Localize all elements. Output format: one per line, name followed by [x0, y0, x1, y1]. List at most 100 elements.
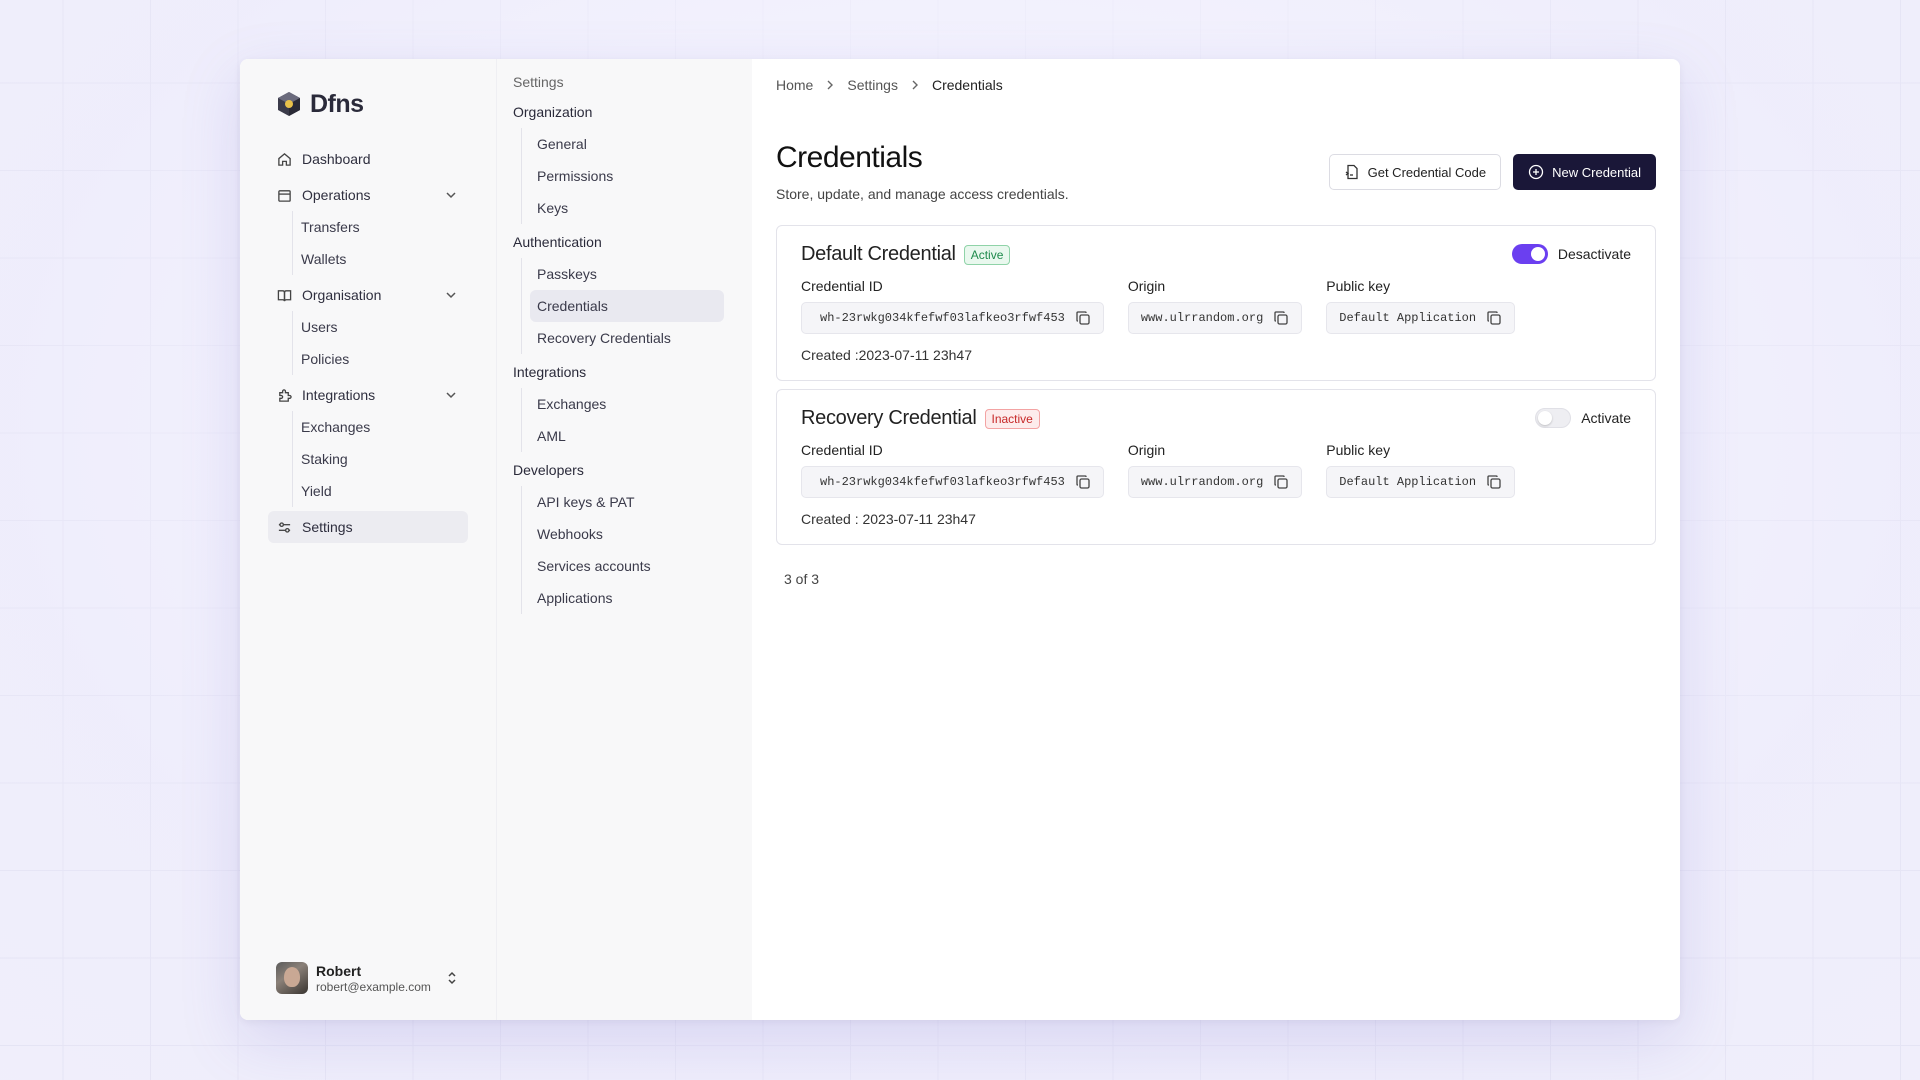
- sidebar-item-transfers[interactable]: Transfers: [292, 211, 468, 243]
- settings-item-passkeys[interactable]: Passkeys: [537, 266, 597, 282]
- sidebar-item-exchanges[interactable]: Exchanges: [292, 411, 468, 443]
- credential-card: Recovery Credential Inactive Activate Cr…: [776, 389, 1656, 545]
- copy-icon[interactable]: [1075, 310, 1091, 326]
- settings-item-keys[interactable]: Keys: [537, 200, 569, 216]
- field-value: Default Application: [1339, 475, 1477, 489]
- sidebar-item-settings[interactable]: Settings: [268, 511, 468, 543]
- sidebar-item-yield[interactable]: Yield: [292, 475, 468, 507]
- avatar: [276, 962, 308, 994]
- settings-section-authentication: Authentication: [513, 234, 602, 250]
- settings-item-applications[interactable]: Applications: [537, 590, 613, 606]
- breadcrumb-settings[interactable]: Settings: [847, 77, 898, 93]
- sidebar-item-users[interactable]: Users: [292, 311, 468, 343]
- copy-icon[interactable]: [1273, 310, 1289, 326]
- credential-id-field: Credential ID wh-23rwkg034kfefwf03lafkeo…: [801, 278, 1104, 334]
- user-menu[interactable]: Robert robert@example.com: [276, 962, 468, 994]
- credential-card: Default Credential Active Desactivate Cr…: [776, 225, 1656, 381]
- get-credential-code-button[interactable]: Get Credential Code: [1328, 154, 1502, 190]
- copy-icon[interactable]: [1075, 474, 1091, 490]
- field-label: Origin: [1127, 278, 1166, 294]
- app-window: Dfns Dashboard Operations Transfers Wall…: [240, 59, 1680, 1020]
- toggle-label: Desactivate: [1557, 246, 1631, 262]
- file-code-icon: [1344, 164, 1360, 180]
- chevron-down-icon[interactable]: [444, 288, 458, 302]
- field-label: Public key: [1326, 442, 1391, 458]
- field-label: Credential ID: [801, 278, 883, 294]
- sidebar-item-operations[interactable]: Operations: [268, 179, 468, 211]
- sidebar-item-staking[interactable]: Staking: [292, 443, 468, 475]
- settings-item-webhooks[interactable]: Webhooks: [537, 526, 603, 542]
- settings-nav-title: Settings: [513, 74, 564, 90]
- page-title: Credentials: [776, 141, 923, 174]
- field-label: Origin: [1127, 442, 1166, 458]
- sidebar-item-policies[interactable]: Policies: [292, 343, 468, 375]
- settings-item-credentials[interactable]: Credentials: [530, 290, 724, 322]
- sidebar-item-dashboard[interactable]: Dashboard: [268, 143, 468, 175]
- home-icon: [276, 151, 292, 167]
- credential-name: Default Credential: [801, 243, 956, 265]
- sidebar-item-label: Dashboard: [302, 151, 371, 167]
- settings-section-items: Passkeys Credentials Recovery Credential…: [521, 258, 724, 354]
- origin-value: www.ulrrandom.org: [1127, 302, 1303, 334]
- settings-item-recovery-credentials[interactable]: Recovery Credentials: [537, 330, 671, 346]
- operations-subnav: Transfers Wallets: [268, 211, 468, 275]
- calendar-icon: [276, 187, 292, 203]
- credential-fields: Credential ID wh-23rwkg034kfefwf03lafkeo…: [801, 278, 1516, 334]
- public-key-field: Public key Default Application: [1326, 278, 1516, 334]
- field-value: Default Application: [1339, 311, 1477, 325]
- page-subtitle: Store, update, and manage access credent…: [776, 186, 1069, 202]
- chevron-right-icon: [912, 80, 918, 90]
- toggle-knob: [1538, 411, 1553, 425]
- main-content: Home Settings Credentials Credentials St…: [752, 59, 1680, 1020]
- breadcrumb-current: Credentials: [931, 77, 1003, 93]
- new-credential-button[interactable]: New Credential: [1513, 154, 1656, 190]
- settings-item-api-keys[interactable]: API keys & PAT: [537, 494, 635, 510]
- field-value: wh-23rwkg034kfefwf03lafkeo3rfwf453: [820, 475, 1065, 489]
- chevron-down-icon[interactable]: [444, 388, 458, 402]
- logo-text: Dfns: [310, 89, 364, 118]
- main-nav: Dashboard Operations Transfers Wallets O…: [268, 143, 468, 543]
- settings-item-aml[interactable]: AML: [537, 428, 566, 444]
- credential-id-field: Credential ID wh-23rwkg034kfefwf03lafkeo…: [801, 442, 1104, 498]
- breadcrumb-home[interactable]: Home: [776, 77, 814, 93]
- toggle-switch[interactable]: [1535, 408, 1572, 428]
- origin-field: Origin www.ulrrandom.org: [1127, 442, 1303, 498]
- logo[interactable]: Dfns: [276, 89, 468, 119]
- settings-item-permissions[interactable]: Permissions: [537, 168, 614, 184]
- chevron-right-icon: [827, 80, 834, 90]
- settings-nav: Settings Organization General Permission…: [496, 59, 752, 1020]
- plus-circle-icon: [1528, 164, 1544, 180]
- credential-id-value: wh-23rwkg034kfefwf03lafkeo3rfwf453: [801, 466, 1104, 498]
- settings-section-integrations: Integrations: [513, 364, 587, 380]
- sidebar-item-label: Organisation: [302, 287, 382, 303]
- credential-toggle[interactable]: Activate: [1535, 408, 1631, 428]
- chevron-down-icon[interactable]: [444, 188, 458, 202]
- credential-header: Recovery Credential Inactive: [801, 407, 1040, 430]
- settings-item-general[interactable]: General: [537, 136, 587, 152]
- integrations-subnav: Exchanges Staking Yield: [268, 411, 468, 507]
- settings-section-organization: Organization: [513, 104, 593, 120]
- puzzle-icon: [276, 387, 292, 403]
- settings-item-services-accounts[interactable]: Services accounts: [537, 558, 651, 574]
- origin-field: Origin www.ulrrandom.org: [1127, 278, 1303, 334]
- field-label: Credential ID: [801, 442, 883, 458]
- copy-icon[interactable]: [1486, 310, 1502, 326]
- chevrons-up-down-icon[interactable]: [444, 970, 460, 986]
- created-date: Created :2023-07-11 23h47: [801, 347, 972, 363]
- credential-header: Default Credential Active: [801, 243, 1011, 266]
- sidebar-item-label: Integrations: [302, 387, 376, 403]
- public-key-field: Public key Default Application: [1326, 442, 1516, 498]
- sidebar-item-wallets[interactable]: Wallets: [292, 243, 468, 275]
- settings-item-exchanges[interactable]: Exchanges: [537, 396, 607, 412]
- new-credential-label: New Credential: [1552, 164, 1641, 180]
- copy-icon[interactable]: [1273, 474, 1289, 490]
- status-badge: Active: [963, 244, 1011, 265]
- copy-icon[interactable]: [1486, 474, 1502, 490]
- settings-section-items: General Permissions Keys: [521, 128, 724, 224]
- sliders-icon: [276, 519, 292, 535]
- sidebar-item-integrations[interactable]: Integrations: [268, 379, 468, 411]
- sidebar-item-organisation[interactable]: Organisation: [268, 279, 468, 311]
- credential-toggle[interactable]: Desactivate: [1511, 244, 1631, 264]
- toggle-switch[interactable]: [1511, 244, 1548, 264]
- public-key-value: Default Application: [1326, 302, 1516, 334]
